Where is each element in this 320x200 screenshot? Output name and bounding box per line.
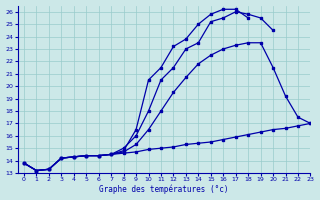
- X-axis label: Graphe des températures (°c): Graphe des températures (°c): [99, 185, 229, 194]
